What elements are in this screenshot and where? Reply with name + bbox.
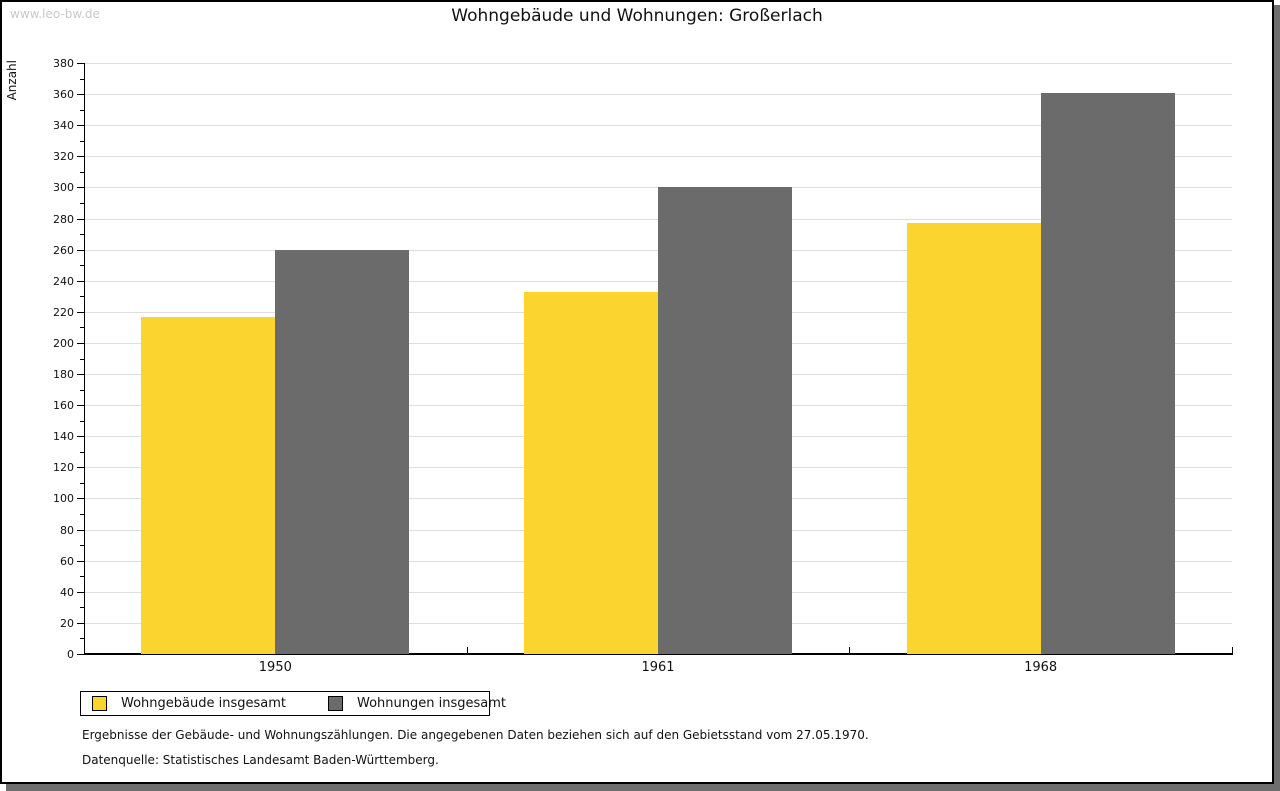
gridline: [84, 94, 1232, 96]
y-tick-label: 40: [60, 585, 74, 599]
legend-label-wohngebaeude: Wohngebäude insgesamt: [121, 696, 286, 711]
y-major-tick: [77, 560, 84, 562]
y-major-tick: [77, 405, 84, 407]
y-minor-tick: [80, 420, 84, 422]
y-major-tick: [77, 94, 84, 96]
footnote-source-note: Ergebnisse der Gebäude- und Wohnungszähl…: [82, 728, 869, 742]
y-major-tick: [77, 63, 84, 64]
y-tick-label: 120: [53, 461, 74, 475]
y-tick-label: 340: [53, 119, 74, 133]
y-minor-tick: [80, 296, 84, 298]
y-minor-tick: [80, 140, 84, 142]
footnote-data-source: Datenquelle: Statistisches Landesamt Bad…: [82, 753, 439, 767]
legend-swatch-wohngebaeude: [92, 696, 107, 711]
y-minor-tick: [80, 234, 84, 236]
y-axis-line: [84, 63, 85, 654]
bar-wohngebäude-1950: [141, 316, 276, 654]
y-major-tick: [77, 591, 84, 593]
y-minor-tick: [80, 78, 84, 80]
y-tick-label: 240: [53, 274, 74, 288]
y-minor-tick: [80, 265, 84, 267]
legend-label-wohnungen: Wohnungen insgesamt: [357, 696, 506, 711]
bar-wohnungen-1968: [1040, 92, 1175, 654]
bar-wohnungen-1950: [275, 249, 410, 654]
y-tick-label: 160: [53, 399, 74, 413]
y-tick-label: 0: [67, 648, 74, 661]
y-minor-tick: [80, 482, 84, 484]
legend: Wohngebäude insgesamt Wohnungen insgesam…: [80, 691, 506, 716]
y-major-tick: [77, 622, 84, 624]
chart-title: Wohngebäude und Wohnungen: Großerlach: [451, 6, 823, 26]
y-tick-label: 280: [53, 212, 74, 226]
y-minor-tick: [80, 576, 84, 578]
y-minor-tick: [80, 358, 84, 360]
y-minor-tick: [80, 171, 84, 173]
bar-wohngebäude-1961: [524, 291, 658, 654]
y-tick-label: 260: [53, 243, 74, 257]
y-major-tick: [77, 218, 84, 220]
watermark: www.leo-bw.de: [10, 7, 100, 21]
y-minor-tick: [80, 638, 84, 640]
y-major-tick: [77, 280, 84, 282]
y-major-tick: [77, 342, 84, 344]
y-tick-label: 320: [53, 150, 74, 164]
x-boundary-tick: [1232, 647, 1233, 653]
y-minor-tick: [80, 607, 84, 609]
gridline: [84, 63, 1232, 64]
y-major-tick: [77, 467, 84, 469]
y-major-tick: [77, 498, 84, 500]
y-tick-label: 100: [53, 492, 74, 506]
bar-wohnungen-1961: [658, 187, 792, 654]
y-minor-tick: [80, 545, 84, 547]
y-major-tick: [77, 249, 84, 251]
legend-swatch-wohnungen: [328, 696, 343, 711]
y-minor-tick: [80, 451, 84, 453]
y-minor-tick: [80, 389, 84, 391]
x-boundary-tick: [466, 647, 468, 653]
y-major-tick: [77, 187, 84, 189]
y-major-tick: [77, 311, 84, 313]
y-major-tick: [77, 156, 84, 158]
y-minor-tick: [80, 327, 84, 329]
x-tick-label: 1950: [258, 660, 292, 675]
y-tick-label: 20: [60, 616, 74, 630]
x-tick-label: 1961: [641, 660, 675, 675]
y-minor-tick: [80, 514, 84, 516]
y-major-tick: [77, 436, 84, 438]
bar-wohngebäude-1968: [906, 223, 1041, 654]
y-tick-label: 60: [60, 554, 74, 568]
x-tick-label: 1968: [1024, 660, 1058, 675]
x-axis-line: [84, 653, 1233, 655]
y-tick-label: 300: [53, 181, 74, 195]
y-tick-label: 360: [53, 88, 74, 102]
y-tick-label: 180: [53, 368, 74, 382]
x-boundary-tick: [849, 647, 851, 653]
y-minor-tick: [80, 202, 84, 204]
y-tick-label: 220: [53, 305, 74, 319]
gridline: [84, 125, 1232, 127]
y-major-tick: [77, 125, 84, 127]
y-tick-label: 140: [53, 430, 74, 444]
y-major-tick: [77, 529, 84, 531]
y-tick-label: 80: [60, 523, 74, 537]
y-major-tick: [77, 374, 84, 376]
y-tick-label: 200: [53, 336, 74, 350]
gridline: [84, 156, 1232, 158]
y-major-tick: [77, 654, 84, 655]
y-tick-label: 380: [53, 57, 74, 70]
y-minor-tick: [80, 109, 84, 111]
